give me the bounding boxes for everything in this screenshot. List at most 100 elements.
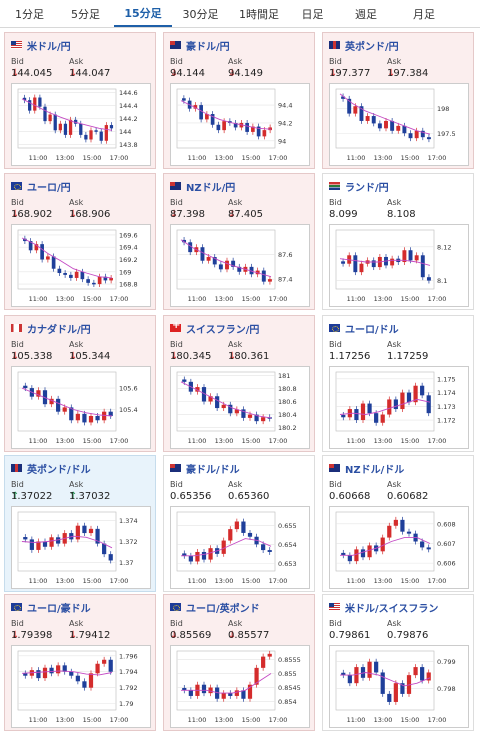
flag-icon <box>11 41 22 49</box>
tab-6[interactable]: 週足 <box>355 7 377 21</box>
candle-body <box>341 261 346 264</box>
tab-5[interactable]: 日足 <box>301 7 324 21</box>
rate-card[interactable]: スイスフラン/円BidAsk↓180.345↓180.361181180.818… <box>163 315 315 452</box>
rate-card[interactable]: 豪ドル/ドル Bid Ask 0.65356 0.65360 0.655 0.654 0.65… <box>163 455 315 592</box>
rate-card[interactable]: 英ポンド/ドル Bid Ask ↑ 1.37022 ↑ 1.37032 1.374 1.372 1… <box>4 455 156 592</box>
price-chart[interactable]: 1.175 1.174 1.173 1.172 11:00 13:00 15:00 17:00 <box>329 366 469 449</box>
rate-card[interactable]: NZドル/ドル Bid Ask 0.60668 0.60682 0.608 0.607 0.6… <box>322 455 474 592</box>
chart-svg: 87.6 87.4 11:00 13:00 15:00 17:00 <box>176 229 292 303</box>
rate-card[interactable]: 米ドル/円 Bid Ask ↓ 144.045 ↓ 144.047 144.6 144.4 144… <box>4 32 156 169</box>
rate-card[interactable]: ユーロ/英ポンド Bid Ask ↓ 0.85569 ↓ 0.85577 0.8555 0.85… <box>163 594 315 731</box>
flag-icon <box>329 41 340 49</box>
price-chart[interactable]: 87.6 87.4 11:00 13:00 15:00 17:00 <box>170 224 310 307</box>
rate-card[interactable]: NZドル/円 Bid Ask ↓ 87.398 ↓ 87.405 87.6 87.4 11:00 1… <box>163 173 315 310</box>
price-chart[interactable]: 169.6 169.4 169.2 169 168.8 11:00 13:00 15:00 17… <box>11 224 151 307</box>
rate-card[interactable]: 米ドル/スイスフラン Bid Ask 0.79861 0.79876 0.799 0.798… <box>322 594 474 731</box>
price-chart[interactable]: 0.655 0.654 0.653 11:00 13:00 15:00 17:00 <box>170 506 310 589</box>
candle-body <box>208 548 213 560</box>
x-tick-label: 15:00 <box>242 295 261 303</box>
x-tick-label: 13:00 <box>215 295 234 303</box>
moving-average-line <box>339 258 431 266</box>
price-chart[interactable]: 94.4 94.2 94 11:00 13:00 15:00 17:00 <box>170 83 310 166</box>
pair-name[interactable]: ユーロ/豪ドル <box>27 603 91 615</box>
chart-svg: 198 197.5 11:00 13:00 15:00 17:00 <box>335 88 456 162</box>
moving-average-line <box>21 535 113 549</box>
candle-body <box>221 693 226 699</box>
candle-body <box>360 667 366 678</box>
candle-body <box>426 547 431 550</box>
pair-name[interactable]: ユーロ/ドル <box>345 324 399 336</box>
pair-name[interactable]: 米ドル/円 <box>27 41 71 53</box>
candle-body <box>354 667 359 684</box>
pair-name[interactable]: スイスフラン/円 <box>186 324 260 336</box>
pair-name[interactable]: ユーロ/英ポンド <box>186 603 260 615</box>
rate-card[interactable]: 英ポンド/円 Bid Ask ↓ 197.377 ↓ 197.384 198 197.5 11:0… <box>322 32 474 169</box>
rate-card[interactable]: ユーロ/ドル Bid Ask 1.17256 1.17259 1.175 1.174 1.17… <box>322 315 474 452</box>
price-chart[interactable]: 144.6 144.4 144.2 144 143.8 11:00 13:00 15:00 17… <box>11 83 151 166</box>
pair-name[interactable]: 豪ドル/ドル <box>186 464 240 476</box>
rate-card[interactable]: ランド/円 Bid Ask 8.099 8.108 8.12 8.1 11:00 13:00 15… <box>322 173 474 310</box>
candle-body <box>380 414 385 423</box>
down-arrow-icon: ↓ <box>11 351 20 362</box>
tab-1[interactable]: 5分足 <box>71 7 100 21</box>
price-chart[interactable]: 105.6 105.4 11:00 13:00 15:00 17:00 <box>11 366 151 449</box>
y-tick-label: 169 <box>119 268 131 276</box>
candle-body <box>56 537 61 544</box>
candle-body <box>68 119 73 135</box>
candle-body <box>75 525 80 540</box>
candle-body <box>402 250 407 263</box>
y-tick-label: 198 <box>437 105 449 113</box>
pair-name[interactable]: 米ドル/スイスフラン <box>345 603 439 615</box>
pair-name[interactable]: カナダドル/円 <box>27 324 91 336</box>
pair-name[interactable]: NZドル/円 <box>186 182 236 194</box>
price-chart[interactable]: 0.8555 0.855 0.8545 0.854 11:00 13:00 15:00 17:… <box>170 645 310 728</box>
moving-average-line <box>180 239 272 278</box>
x-tick-label: 11:00 <box>347 154 366 162</box>
tab-3[interactable]: 30分足 <box>182 7 219 21</box>
price-chart[interactable]: 1.374 1.372 1.37 11:00 13:00 15:00 17:00 <box>11 506 151 589</box>
rate-card[interactable]: ユーロ/円 Bid Ask ↓ 168.902 ↓ 168.906 169.6 169.4 169… <box>4 173 156 310</box>
candle-body <box>267 550 272 552</box>
tab-7[interactable]: 月足 <box>413 7 435 21</box>
pair-name[interactable]: 英ポンド/円 <box>345 41 399 53</box>
price-chart[interactable]: 1.796 1.794 1.792 1.79 11:00 13:00 15:00 17:00 <box>11 645 151 728</box>
candle-body <box>74 119 78 124</box>
tab-0[interactable]: 1分足 <box>15 7 44 21</box>
down-arrow-icon: ↓ <box>387 68 396 79</box>
y-tick-label: 0.855 <box>278 670 297 678</box>
tab-2[interactable]: 15分足 <box>114 0 172 27</box>
price-chart[interactable]: 8.12 8.1 11:00 13:00 15:00 17:00 <box>329 224 469 307</box>
x-tick-label: 13:00 <box>215 577 234 585</box>
bid-value: 94.144 <box>170 68 205 79</box>
candle-body <box>406 531 412 534</box>
price-chart[interactable]: 0.608 0.607 0.606 11:00 13:00 15:00 17:00 <box>329 506 469 589</box>
candle-body <box>408 133 413 139</box>
x-tick-label: 17:00 <box>110 154 129 162</box>
rate-card[interactable]: 豪ドル/円 Bid Ask ↓ 94.144 ↓ 94.149 94.4 94.2 94 11:00… <box>163 32 315 169</box>
bid-label: Bid <box>170 480 183 489</box>
candle-body <box>426 672 431 681</box>
y-tick-label: 169.4 <box>119 244 138 252</box>
price-chart[interactable]: 181 180.8 180.6 180.4 180.2 11:00 13:00 15:00 17… <box>170 366 310 449</box>
x-tick-label: 15:00 <box>83 437 102 445</box>
pair-name[interactable]: 英ポンド/ドル <box>27 464 91 476</box>
candle-body <box>109 277 113 281</box>
candle-body <box>58 123 62 131</box>
rate-card[interactable]: カナダドル/円 Bid Ask ↓ 105.338 ↓ 105.344 105.6 105.4 1… <box>4 315 156 452</box>
candle-body <box>402 125 407 134</box>
bid-value: 144.045 <box>11 68 53 79</box>
candle-body <box>390 120 395 131</box>
pair-name[interactable]: 豪ドル/円 <box>186 41 230 53</box>
pair-name[interactable]: NZドル/ドル <box>345 464 405 476</box>
pair-name[interactable]: ユーロ/円 <box>27 182 71 194</box>
y-tick-label: 0.8545 <box>278 684 301 692</box>
pair-name[interactable]: ランド/円 <box>345 182 389 194</box>
candle-body <box>341 672 346 676</box>
price-chart[interactable]: 198 197.5 11:00 13:00 15:00 17:00 <box>329 83 469 166</box>
tab-4[interactable]: 1時間足 <box>239 7 279 21</box>
rate-card[interactable]: ユーロ/豪ドル Bid Ask ↓ 1.79398 ↓ 1.79412 1.796 1.794 1… <box>4 594 156 731</box>
y-tick-label: 0.8555 <box>278 656 301 664</box>
price-chart[interactable]: 0.799 0.798 11:00 13:00 15:00 17:00 <box>329 645 469 728</box>
candle-body <box>102 411 107 421</box>
candle-body <box>387 525 392 538</box>
